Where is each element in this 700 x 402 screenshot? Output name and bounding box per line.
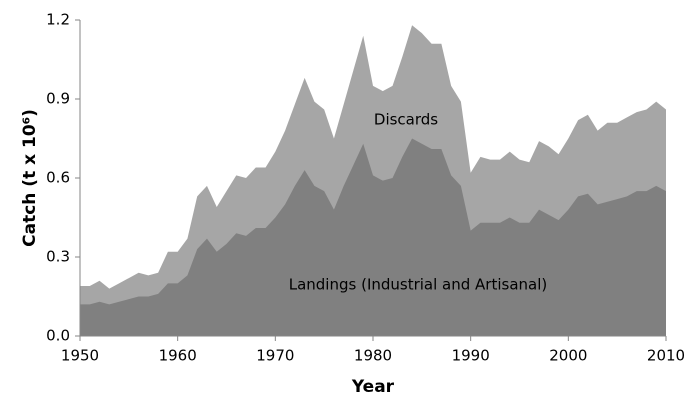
- y-axis-label: Catch (t x 10⁶): [20, 109, 40, 247]
- x-tick-label: 2010: [647, 347, 685, 365]
- y-tick-label: 1.2: [46, 11, 70, 29]
- series-label: Discards: [374, 111, 438, 129]
- x-axis-label: Year: [351, 377, 395, 397]
- x-tick-label: 1960: [159, 347, 197, 365]
- x-tick-label: 2000: [549, 347, 587, 365]
- x-tick-label: 1990: [452, 347, 490, 365]
- y-tick-label: 0.3: [46, 248, 70, 266]
- series-label: Landings (Industrial and Artisanal): [289, 276, 548, 294]
- y-tick-label: 0.6: [46, 169, 70, 187]
- y-tick-label: 0.0: [46, 327, 70, 345]
- x-tick-label: 1950: [61, 347, 99, 365]
- area: [80, 138, 666, 336]
- y-tick-label: 0.9: [46, 90, 70, 108]
- x-tick-label: 1980: [354, 347, 392, 365]
- x-tick-label: 1970: [256, 347, 294, 365]
